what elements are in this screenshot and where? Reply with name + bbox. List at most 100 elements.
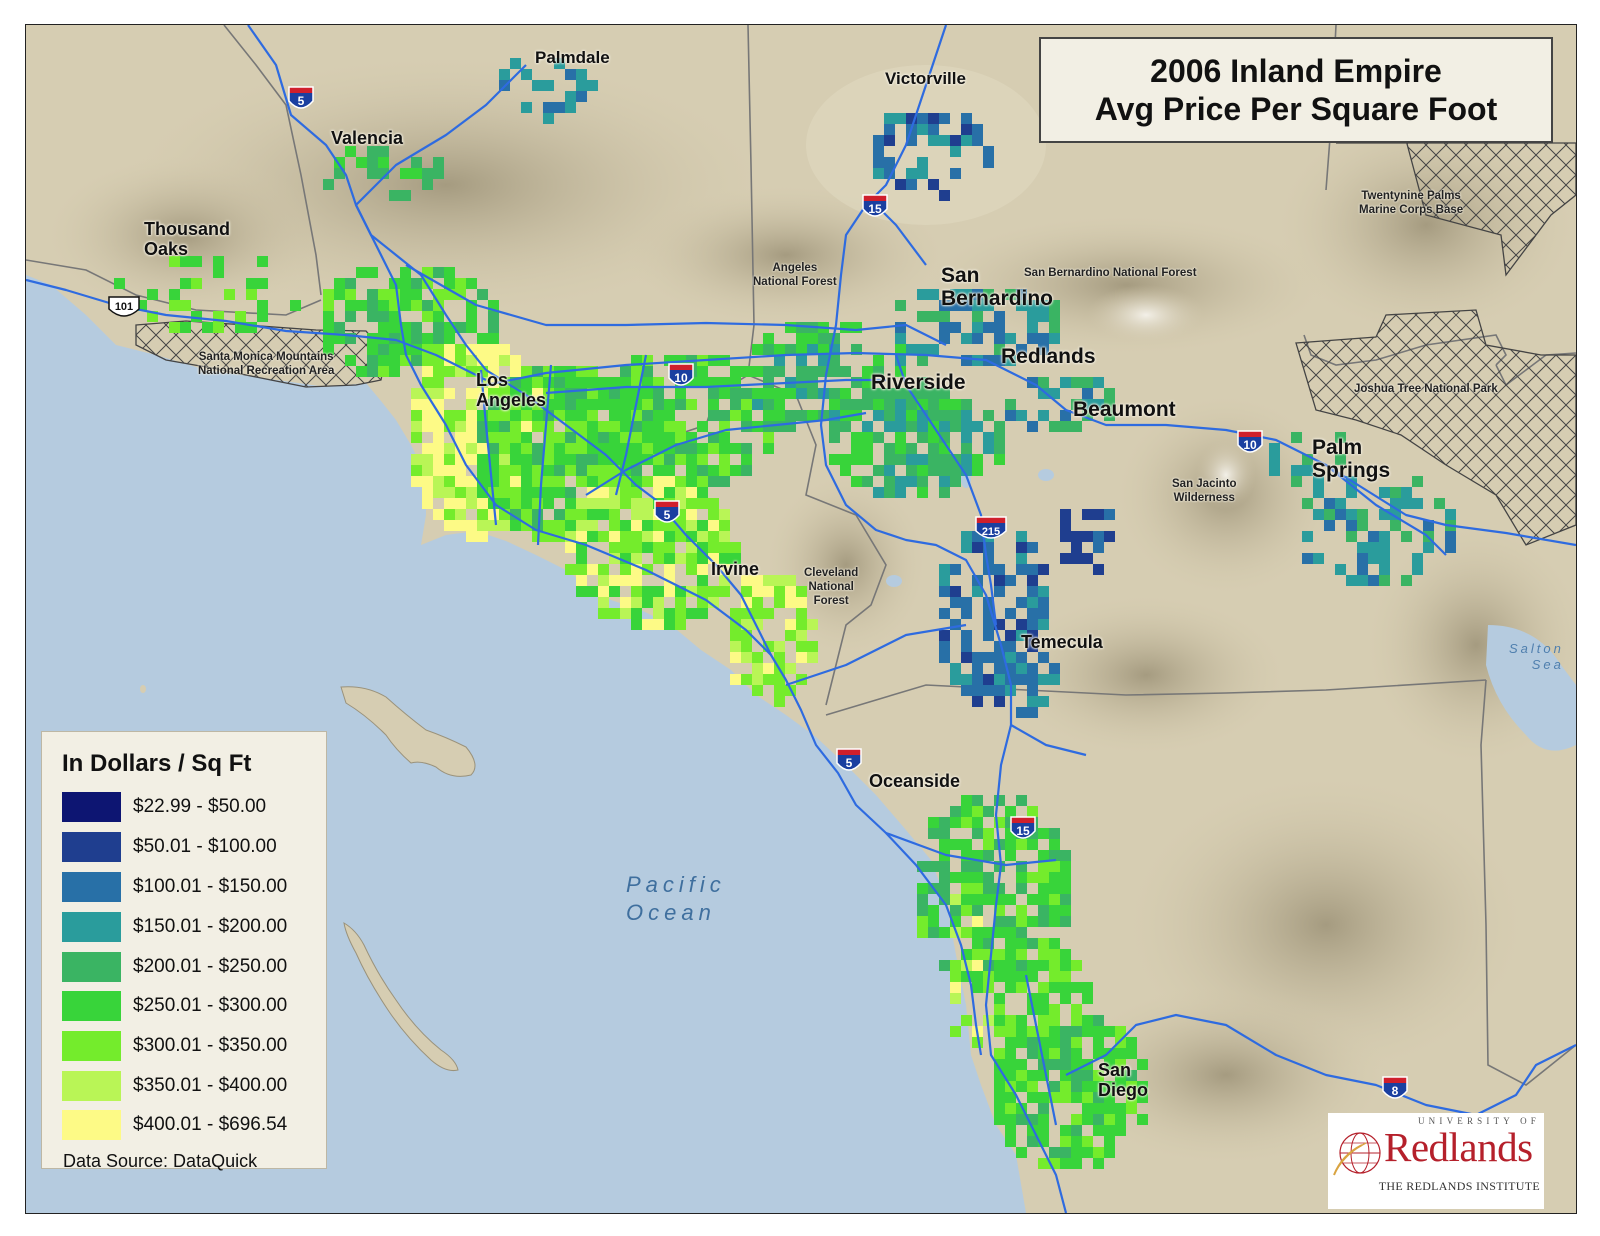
price-cell — [1093, 531, 1104, 542]
price-cell — [807, 641, 818, 652]
price-cell — [983, 949, 994, 960]
price-cell — [983, 938, 994, 949]
price-cell — [488, 421, 499, 432]
price-cell — [576, 410, 587, 421]
price-cell — [345, 278, 356, 289]
price-cell — [136, 300, 147, 311]
price-cell — [1104, 1125, 1115, 1136]
price-cell — [719, 355, 730, 366]
price-cell — [939, 960, 950, 971]
price-cell — [609, 575, 620, 586]
price-cell — [576, 586, 587, 597]
price-cell — [1115, 1125, 1126, 1136]
price-cell — [378, 146, 389, 157]
price-cell — [180, 256, 191, 267]
price-cell — [752, 388, 763, 399]
ca91 — [585, 411, 867, 496]
price-cell — [796, 652, 807, 663]
price-cell — [1016, 916, 1027, 927]
price-cell — [675, 553, 686, 564]
price-cell — [609, 377, 620, 388]
price-cell — [444, 344, 455, 355]
price-cell — [620, 520, 631, 531]
price-cell — [598, 531, 609, 542]
price-cell — [653, 443, 664, 454]
price-cell — [741, 575, 752, 586]
price-cell — [719, 564, 730, 575]
price-cell — [697, 553, 708, 564]
price-cell — [939, 300, 950, 311]
price-cell — [939, 311, 950, 322]
city-label-redlands: Redlands — [1001, 345, 1096, 368]
price-cell — [323, 311, 334, 322]
price-cell — [994, 696, 1005, 707]
price-cell — [763, 333, 774, 344]
price-cell — [378, 322, 389, 333]
price-cell — [862, 377, 873, 388]
price-cell — [697, 586, 708, 597]
price-cell — [488, 322, 499, 333]
price-cell — [741, 619, 752, 630]
price-cell — [1071, 1070, 1082, 1081]
price-cell — [521, 102, 532, 113]
price-cell — [1027, 311, 1038, 322]
i405 — [355, 204, 772, 656]
price-cell — [917, 861, 928, 872]
price-cell — [983, 883, 994, 894]
price-cell — [950, 839, 961, 850]
price-cell — [169, 322, 180, 333]
price-cell — [719, 586, 730, 597]
price-cell — [994, 355, 1005, 366]
highway-shield-number: 5 — [298, 94, 305, 108]
price-cell — [719, 454, 730, 465]
price-cell — [774, 355, 785, 366]
price-cell — [543, 366, 554, 377]
price-cell — [928, 388, 939, 399]
price-cell — [675, 498, 686, 509]
price-cell — [1423, 520, 1434, 531]
price-cell — [1060, 531, 1071, 542]
price-cell — [389, 311, 400, 322]
lake — [886, 575, 902, 587]
price-cell — [917, 113, 928, 124]
price-cell — [928, 124, 939, 135]
price-cell — [1137, 1081, 1148, 1092]
price-cell — [1027, 1081, 1038, 1092]
city-label-valencia: Valencia — [331, 128, 404, 148]
price-cell — [1093, 542, 1104, 553]
price-cell — [378, 157, 389, 168]
price-cell — [972, 355, 983, 366]
price-cell — [466, 322, 477, 333]
price-cell — [1049, 311, 1060, 322]
price-cell — [620, 564, 631, 575]
price-cell — [994, 586, 1005, 597]
price-cell — [1027, 916, 1038, 927]
city-label-san-bernardino: San Bernardino — [941, 264, 1054, 311]
price-cell — [1269, 443, 1280, 454]
price-cell — [1390, 509, 1401, 520]
price-cell — [939, 839, 950, 850]
price-cell — [1390, 498, 1401, 509]
price-cell — [917, 465, 928, 476]
price-cell — [994, 1048, 1005, 1059]
price-cell — [345, 333, 356, 344]
price-cell — [653, 476, 664, 487]
price-cell — [1049, 850, 1060, 861]
price-cell — [972, 421, 983, 432]
price-cell — [763, 399, 774, 410]
price-cell — [818, 333, 829, 344]
price-cell — [1071, 982, 1082, 993]
price-cell — [1049, 1147, 1060, 1158]
price-cell — [631, 377, 642, 388]
price-cell — [961, 465, 972, 476]
price-cell — [928, 344, 939, 355]
legend-swatch — [62, 832, 121, 862]
price-cell — [1346, 531, 1357, 542]
price-cell — [928, 289, 939, 300]
price-cell — [565, 377, 576, 388]
price-cell — [466, 454, 477, 465]
price-cell — [884, 168, 895, 179]
price-cell — [1005, 630, 1016, 641]
price-cell — [642, 586, 653, 597]
